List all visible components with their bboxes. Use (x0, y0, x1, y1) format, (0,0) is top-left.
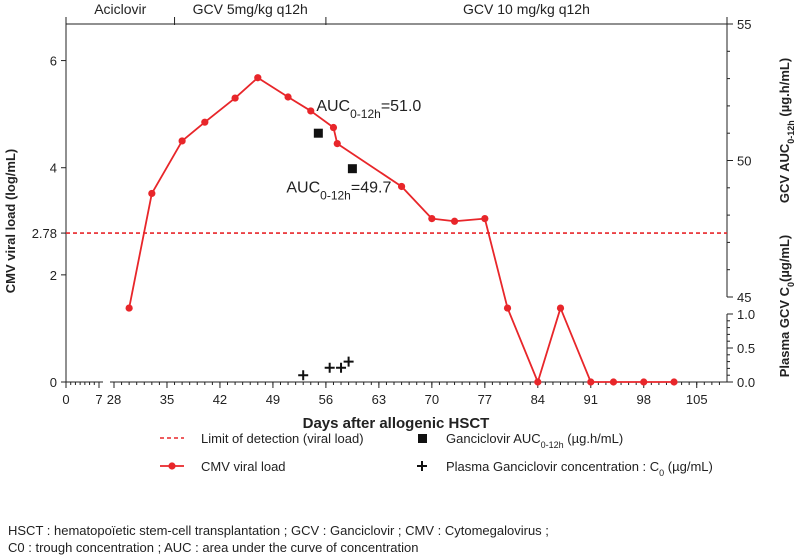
cmv-point (534, 378, 542, 386)
cmv-point (148, 189, 156, 198)
x-tick-label: 35 (160, 392, 174, 407)
cmv-point (397, 182, 406, 191)
cmv-point (254, 74, 262, 82)
cmv-point (640, 378, 648, 386)
cmv-point (609, 378, 618, 386)
left-tick-label: 2 (50, 268, 57, 283)
c0-tick-label: 0.0 (737, 375, 755, 390)
c0-point (336, 362, 347, 373)
x-tick-label: 91 (584, 392, 598, 407)
cmv-point (428, 215, 436, 223)
cmv-series-line (128, 76, 675, 383)
x-tick-label: 63 (372, 392, 386, 407)
treatment-label: GCV 10 mg/kg q12h (463, 1, 590, 17)
auc-point (347, 164, 357, 174)
cmv-point (556, 304, 565, 312)
x-tick-label: 105 (686, 392, 708, 407)
treatment-bar: Aciclovir GCV 5mg/kg q12h GCV 10 mg/kg q12… (65, 1, 728, 25)
cmv-point (178, 137, 186, 145)
left-axis-title: CMV viral load (log/mL) (3, 149, 18, 293)
legend-lod-label: Limit of detection (viral load) (201, 431, 364, 446)
cmv-point (333, 140, 341, 148)
x-tick-label: 70 (425, 392, 439, 407)
auc-annotation: AUC0-12h=49.7 (286, 180, 391, 203)
c0-point (343, 356, 354, 367)
cmv-point (201, 118, 209, 126)
cmv-point (284, 93, 292, 101)
x-tick-label: 7 (95, 392, 102, 407)
legend-c0-swatch (417, 461, 427, 471)
cmv-point (329, 123, 338, 132)
x-tick-label: 84 (531, 392, 545, 407)
footnote-line-2: C0 : trough concentration ; AUC : area u… (8, 540, 419, 555)
c0-point (324, 362, 335, 373)
legend-cmv-swatch-dot (168, 462, 176, 470)
treatment-label: GCV 5mg/kg q12h (193, 1, 308, 17)
x-tick-label: 98 (637, 392, 651, 407)
c0-tick-label: 0.5 (737, 341, 755, 356)
cmv-point (307, 107, 315, 115)
footnote-line-1: HSCT : hematopoïetic stem-cell transplan… (8, 523, 549, 538)
legend-cmv-label: CMV viral load (201, 459, 286, 474)
c0-point (298, 370, 309, 381)
cmv-point (231, 94, 239, 102)
chart: Aciclovir GCV 5mg/kg q12h GCV 10 mg/kg q12… (3, 1, 796, 478)
x-tick-label: 42 (213, 392, 227, 407)
legend-c0-label: Plasma Ganciclovir concentration : C0 (µ… (446, 459, 713, 478)
left-tick-label: 6 (50, 54, 57, 69)
x-axis-title: Days after allogenic HSCT (303, 415, 490, 432)
cmv-point (450, 217, 459, 225)
cmv-point (587, 378, 595, 386)
legend-auc-swatch (418, 434, 427, 443)
legend-auc-label: Ganciclovir AUC0-12h (µg.h/mL) (446, 431, 623, 450)
x-tick-label: 49 (266, 392, 280, 407)
x-tick-label: 56 (319, 392, 333, 407)
footnote: HSCT : hematopoïetic stem-cell transplan… (8, 522, 549, 556)
cmv-point (481, 215, 489, 223)
lod-tick-label: 2.78 (32, 226, 57, 241)
auc-tick-label: 50 (737, 154, 751, 169)
cmv-point (503, 304, 512, 312)
auc-axis-title: GCV AUC0-12h (µg.h/mL) (777, 58, 796, 203)
left-tick-label: 0 (50, 375, 57, 390)
treatment-label: Aciclovir (94, 1, 146, 17)
cmv-point (670, 378, 678, 386)
x-tick-label: 0 (62, 392, 69, 407)
cmv-point (125, 304, 133, 312)
x-tick-label: 28 (107, 392, 121, 407)
c0-axis-title: Plasma GCV C0(µg/mL) (777, 235, 796, 378)
auc-annotation: AUC0-12h=51.0 (316, 98, 421, 121)
auc-tick-label: 55 (737, 17, 751, 32)
c0-tick-label: 1.0 (737, 307, 755, 322)
chart-axes: 0 2 4 6 2.78 0 7 28 35 42 49 56 63 70 77 84 91 98 105 Days … (3, 17, 796, 432)
x-tick-label: 77 (478, 392, 492, 407)
annotation-layer: AUC0-12h=51.0 AUC0-12h=49.7 (286, 98, 421, 202)
left-tick-label: 4 (50, 161, 57, 176)
legend: Limit of detection (viral load) CMV viral… (160, 431, 713, 478)
auc-point (313, 128, 323, 138)
auc-tick-label: 45 (737, 290, 751, 305)
series-layer (125, 74, 678, 386)
